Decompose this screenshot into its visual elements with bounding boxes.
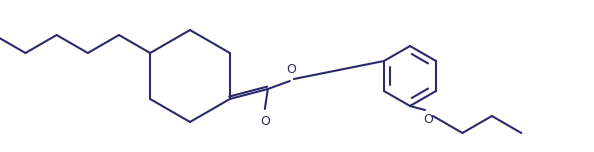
- Text: O: O: [286, 63, 296, 76]
- Text: O: O: [260, 115, 270, 128]
- Text: O: O: [423, 113, 433, 126]
